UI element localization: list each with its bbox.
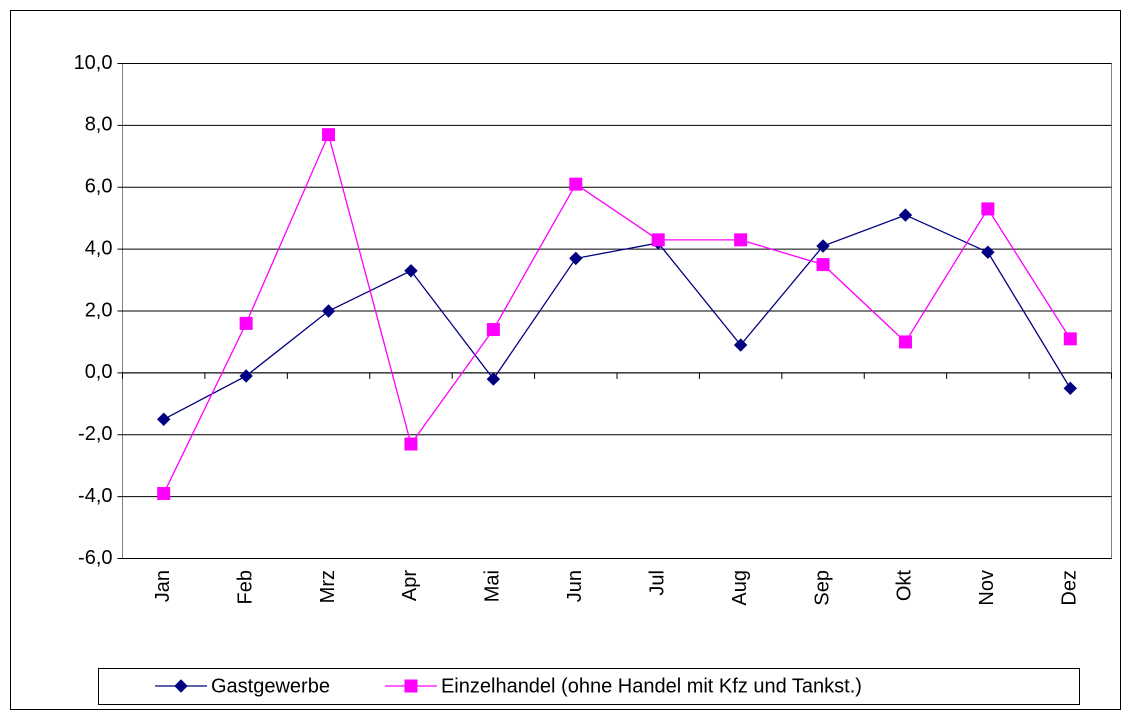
series-line	[163, 132, 1071, 494]
x-tick-label: Nov	[976, 570, 998, 606]
x-tick-label: Okt	[894, 570, 916, 602]
legend-marker	[404, 679, 418, 693]
data-point	[157, 487, 171, 501]
data-point	[404, 437, 418, 451]
data-point	[569, 177, 583, 191]
data-point	[816, 239, 830, 253]
data-point	[486, 372, 501, 386]
y-tick-label: 2,0	[85, 299, 113, 321]
data-point	[898, 335, 912, 349]
data-point	[157, 412, 171, 426]
data-point	[486, 323, 500, 337]
x-tick-label: Feb	[234, 570, 256, 604]
data-point	[981, 245, 995, 259]
x-tick-label: Jul	[646, 570, 668, 596]
data-point	[816, 258, 830, 272]
y-tick-label: -2,0	[78, 423, 112, 445]
y-tick-label: 0,0	[85, 361, 113, 383]
data-point	[898, 208, 913, 222]
data-point	[981, 202, 995, 216]
y-tick-label: 8,0	[85, 114, 113, 136]
x-tick-label: Apr	[399, 570, 421, 601]
y-tick-label: -6,0	[78, 547, 112, 569]
data-point	[404, 264, 418, 278]
x-tick-label: Jan	[152, 570, 174, 602]
x-tick-label: Aug	[729, 570, 751, 606]
data-point	[1063, 332, 1077, 346]
data-point	[569, 251, 583, 266]
data-point	[322, 128, 336, 142]
data-point	[1063, 381, 1077, 396]
x-tick-label: Mai	[482, 570, 504, 602]
x-tick-label: Jun	[564, 570, 586, 602]
legend-box	[98, 668, 1080, 705]
x-tick-label: Mrz	[317, 570, 339, 603]
data-point	[239, 316, 253, 330]
data-point	[239, 369, 253, 383]
data-point	[733, 338, 748, 352]
y-tick-label: 6,0	[85, 176, 113, 198]
x-tick-label: Sep	[811, 570, 833, 606]
legend-label: Gastgewerbe	[211, 675, 330, 697]
legend-marker	[174, 679, 188, 693]
data-point	[321, 304, 336, 318]
y-tick-label: 10,0	[74, 52, 113, 74]
data-point	[734, 233, 748, 247]
y-tick-label: 4,0	[85, 237, 113, 259]
legend-label: Einzelhandel (ohne Handel mit Kfz und Ta…	[441, 675, 862, 697]
data-point	[651, 233, 665, 247]
y-tick-label: -4,0	[78, 485, 112, 507]
x-tick-label: Dez	[1059, 570, 1081, 606]
series-line	[163, 214, 1071, 420]
